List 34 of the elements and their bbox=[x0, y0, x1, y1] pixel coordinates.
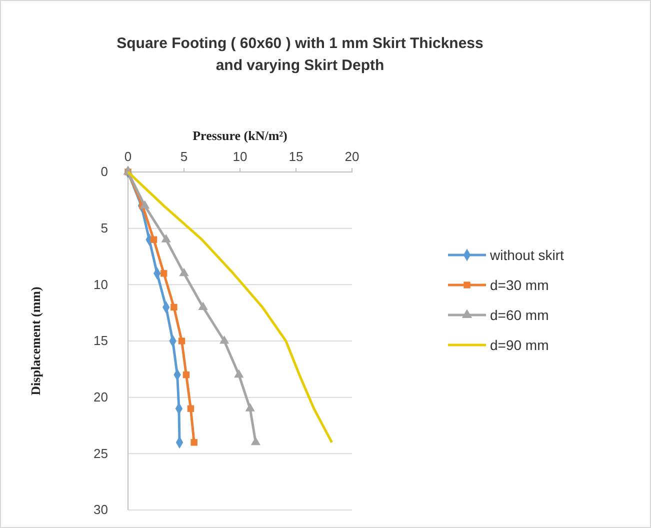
point bbox=[198, 302, 208, 310]
x-tick-label: 10 bbox=[232, 149, 248, 164]
legend-label: d=60 mm bbox=[490, 307, 549, 323]
point bbox=[161, 234, 171, 242]
point bbox=[170, 304, 178, 311]
legend-label: d=90 mm bbox=[490, 337, 549, 353]
y-tick-label: 20 bbox=[94, 389, 108, 404]
point bbox=[160, 270, 168, 277]
y-tick-label: 25 bbox=[94, 446, 108, 461]
legend-label: d=30 mm bbox=[490, 277, 549, 293]
y-tick-label: 0 bbox=[100, 164, 108, 180]
point bbox=[250, 436, 260, 446]
y-tick-label: 30 bbox=[94, 502, 108, 518]
y-tick-label: 15 bbox=[94, 333, 108, 348]
legend-label: without skirt bbox=[489, 247, 564, 263]
point bbox=[234, 369, 244, 378]
point bbox=[190, 439, 198, 446]
point bbox=[245, 403, 255, 412]
point bbox=[150, 236, 158, 243]
point bbox=[178, 338, 186, 344]
point bbox=[182, 371, 190, 378]
x-tick-label: 0 bbox=[124, 149, 132, 164]
point bbox=[179, 268, 189, 276]
x-axis-title: Pressure (kN/m²) bbox=[192, 128, 288, 143]
x-tick-label: 15 bbox=[288, 149, 304, 164]
point bbox=[187, 405, 194, 412]
x-tick-label: 5 bbox=[180, 149, 188, 164]
x-tick-label: 20 bbox=[344, 149, 360, 164]
point bbox=[140, 200, 150, 209]
point bbox=[220, 335, 230, 344]
chart-title: Square Footing ( 60x60 ) with 1 mm Skirt Thickness and varying Skirt Depth bbox=[116, 35, 484, 74]
y-tick-label: 10 bbox=[94, 276, 108, 292]
y-axis-title: Displacement (mm) bbox=[28, 286, 43, 396]
y-tick-label: 5 bbox=[100, 220, 108, 236]
